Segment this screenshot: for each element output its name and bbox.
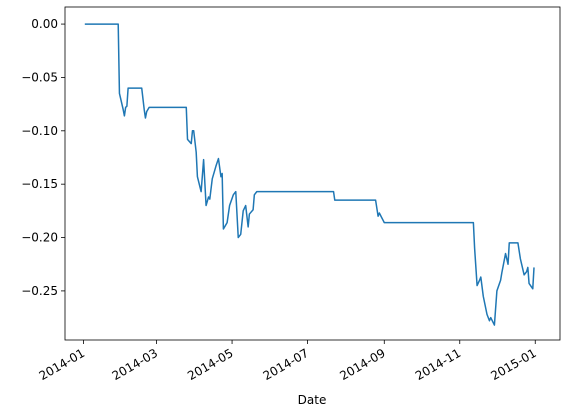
y-tick-label: −0.15 (21, 177, 58, 191)
y-tick-label: −0.05 (21, 70, 58, 84)
y-tick-label: −0.20 (21, 231, 58, 245)
x-tick-label: 2015-01 (488, 346, 538, 383)
x-tick-label: 2014-11 (413, 346, 463, 383)
data-line (84, 23, 535, 326)
x-tick-label: 2014-09 (337, 346, 387, 383)
x-tick-label: 2014-05 (185, 346, 235, 383)
y-tick-label: −0.25 (21, 284, 58, 298)
x-tick-label: 2014-07 (261, 346, 311, 383)
x-tick-label: 2014-03 (110, 346, 160, 383)
y-tick-label: 0.00 (31, 17, 58, 31)
y-tick-label: −0.10 (21, 124, 58, 138)
x-axis-label: Date (298, 393, 327, 407)
x-tick-label: 2014-01 (37, 346, 87, 383)
plot-frame (64, 6, 561, 341)
